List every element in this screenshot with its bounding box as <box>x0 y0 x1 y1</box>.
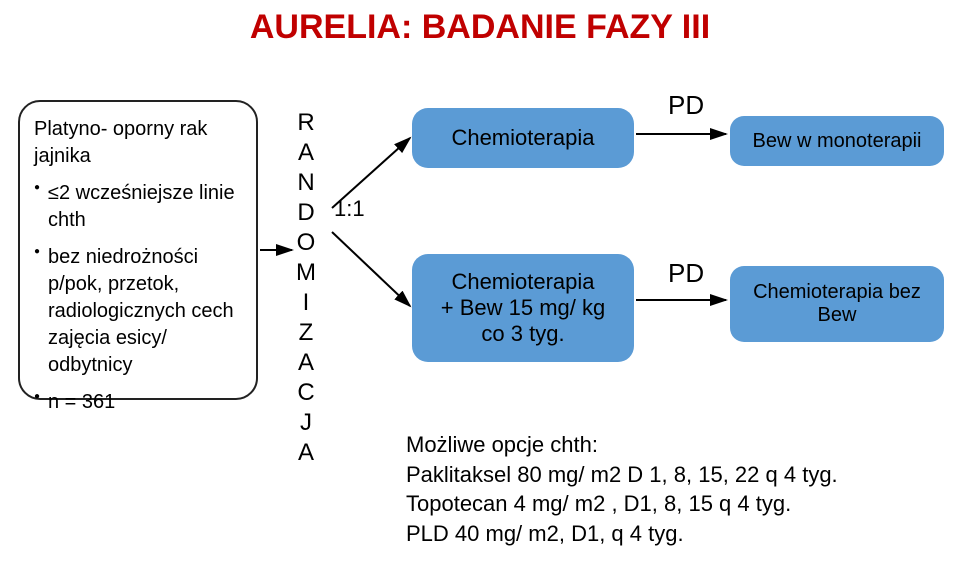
arrow-rand-to-bottom <box>332 232 410 306</box>
diagram-root: AURELIA: BADANIE FAZY III Platyno- oporn… <box>0 0 960 570</box>
arrow-rand-to-top <box>332 138 410 208</box>
arrows-layer <box>0 0 960 570</box>
